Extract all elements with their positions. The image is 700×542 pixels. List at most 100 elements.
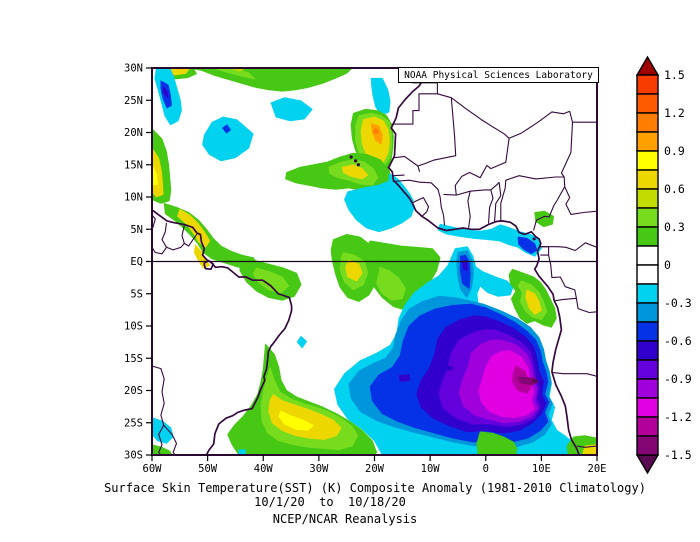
map-layers bbox=[152, 68, 597, 455]
colorbar-arrow-bottom bbox=[635, 454, 660, 475]
border-burkina-mali-n bbox=[454, 138, 510, 196]
colorbar-segment bbox=[636, 74, 659, 95]
lat-tick-label: 10N bbox=[124, 192, 143, 204]
lat-tick-label: 30N bbox=[124, 63, 143, 75]
colorbar-segment bbox=[636, 188, 659, 209]
anomaly-region-blcorner-green bbox=[152, 444, 173, 455]
anomaly-region-eqwest-yg bbox=[252, 267, 290, 294]
anomaly-region-brazil-yellow bbox=[268, 393, 342, 440]
border-nigeria-cameroon bbox=[533, 176, 566, 231]
island-dot-3 bbox=[532, 237, 536, 241]
colorbar-segment bbox=[636, 340, 659, 361]
lon-tick-label: 50W bbox=[198, 463, 218, 475]
colorbar-label: 0.3 bbox=[664, 220, 685, 234]
colorbar-segment bbox=[636, 150, 659, 171]
anomaly-region-senegal-orange bbox=[372, 127, 379, 135]
lat-tick-label: 20N bbox=[124, 127, 143, 139]
colorbar-label: -1.2 bbox=[664, 410, 692, 424]
coastline-marajo-island bbox=[203, 260, 215, 271]
colorbar-label: -1.5 bbox=[664, 448, 692, 462]
lon-tick-label: 30W bbox=[309, 463, 329, 475]
island-dot-0 bbox=[349, 155, 353, 159]
border-chad-car bbox=[564, 186, 597, 215]
border-libya-chad bbox=[569, 111, 597, 123]
caption-date-range: 10/1/20 to 10/18/20 bbox=[254, 495, 406, 509]
border-liberia-ic bbox=[442, 215, 446, 226]
colorbar-label: 0.6 bbox=[664, 182, 685, 196]
anomaly-region-angola-yellow bbox=[525, 289, 542, 315]
border-burkina bbox=[443, 181, 500, 196]
lon-tick-label: 60W bbox=[143, 463, 163, 475]
anomaly-region-nw-navy bbox=[162, 86, 169, 99]
lat-tick-label: 25N bbox=[124, 95, 143, 107]
border-orange-river bbox=[576, 445, 597, 448]
border-suriname bbox=[166, 225, 185, 251]
border-sierra-leone bbox=[412, 197, 430, 217]
lat-tick-label: 10S bbox=[124, 321, 143, 333]
border-fg-brazil bbox=[184, 233, 198, 247]
border-gambia bbox=[393, 174, 405, 177]
anomaly-region-bottom-tiny-cyan bbox=[238, 449, 246, 455]
anomaly-region-top-band-green bbox=[188, 68, 353, 92]
colorbar-segment bbox=[636, 169, 659, 190]
colorbar-label: -0.6 bbox=[664, 334, 692, 348]
anomaly-region-bottom-green bbox=[476, 431, 518, 455]
anomaly-region-c1-cyan bbox=[202, 116, 254, 162]
colorbar-segment bbox=[636, 93, 659, 114]
lon-tick-label: 10W bbox=[421, 463, 441, 475]
colorbar-segment bbox=[636, 378, 659, 399]
colorbar-label: -0.9 bbox=[664, 372, 692, 386]
anomaly-region-central-yellow bbox=[341, 164, 369, 180]
caption-title: Surface Skin Temperature(SST) (K) Compos… bbox=[104, 481, 646, 495]
colorbar-segment bbox=[636, 283, 659, 304]
caption-source: NCEP/NCAR Reanalysis bbox=[272, 512, 418, 526]
anomaly-region-gulf-blue bbox=[517, 236, 538, 255]
colorbar-segment bbox=[636, 397, 659, 418]
colorbar-segment bbox=[636, 302, 659, 323]
lon-tick-label: 20W bbox=[365, 463, 385, 475]
border-mauritania-mali bbox=[417, 97, 457, 172]
anomaly-region-c2-cyan bbox=[270, 97, 313, 122]
colorbar-segment bbox=[636, 359, 659, 380]
border-niger-nigeria bbox=[505, 175, 565, 181]
colorbar-arrow-top bbox=[635, 55, 660, 76]
lat-tick-label: 30S bbox=[124, 450, 143, 462]
border-senegal-s bbox=[392, 179, 420, 183]
lat-tick-label: 15N bbox=[124, 159, 143, 171]
anomaly-region-ne-cyan-strip bbox=[370, 77, 391, 117]
colorbar-label: 1.5 bbox=[664, 68, 685, 82]
anomaly-region-leftedge-gold bbox=[152, 164, 159, 186]
anomaly-region-pool-darkdash bbox=[517, 376, 539, 386]
colorbar-segment bbox=[636, 207, 659, 228]
anomaly-region-c1-blue bbox=[222, 124, 231, 134]
island-dot-2 bbox=[356, 163, 360, 167]
colorbar-segment bbox=[636, 112, 659, 133]
border-togo bbox=[487, 189, 494, 224]
border-angola-namibia bbox=[551, 371, 597, 377]
border-algeria-mali-niger bbox=[437, 93, 570, 139]
colorbar-segment bbox=[636, 321, 659, 342]
colorbar-label: -0.3 bbox=[664, 296, 692, 310]
border-benin bbox=[494, 182, 502, 222]
anomaly-region-small-cyan-diamond bbox=[296, 335, 308, 349]
colorbar-segment bbox=[636, 435, 659, 456]
border-angola-drc bbox=[554, 297, 597, 314]
border-eq-guinea bbox=[539, 246, 550, 256]
lat-tick-label: 5N bbox=[130, 224, 143, 236]
colorbar-segment bbox=[636, 416, 659, 437]
anomaly-region-brazil-gold bbox=[278, 410, 314, 431]
lat-tick-label: 25S bbox=[124, 417, 143, 429]
anomaly-region-finger-navy bbox=[461, 259, 468, 271]
border-sa-sw-1 bbox=[152, 365, 165, 455]
colorbar-label: 0 bbox=[664, 258, 671, 272]
lon-tick-label: 40W bbox=[254, 463, 274, 475]
border-benin-nigeria bbox=[500, 180, 507, 221]
border-guyana-s bbox=[152, 222, 168, 255]
colorbar-label: 1.2 bbox=[664, 106, 685, 120]
border-niger-chad bbox=[560, 122, 574, 178]
colorbar-segment bbox=[636, 264, 659, 285]
lat-tick-label: 5S bbox=[130, 288, 143, 300]
island-dot-1 bbox=[353, 159, 358, 163]
